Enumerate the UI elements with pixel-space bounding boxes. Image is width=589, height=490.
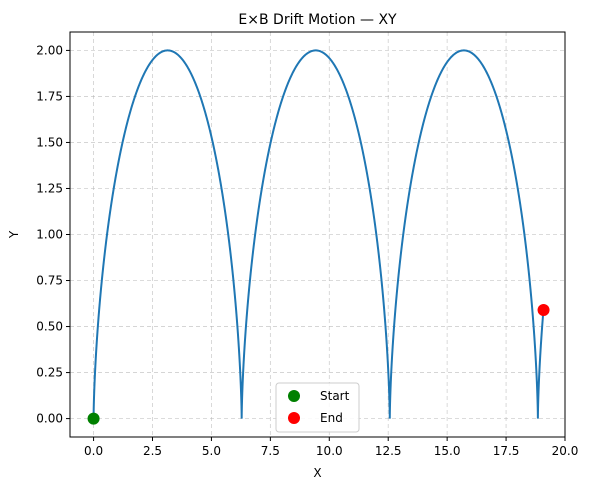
marker-layer: [87, 303, 550, 425]
x-axis-label: X: [313, 466, 321, 480]
legend: Start End: [275, 382, 360, 433]
legend-end-label: End: [320, 411, 343, 425]
y-tick-label: 0.25: [36, 366, 63, 380]
y-tick-label: 2.00: [36, 43, 63, 57]
x-tick-label: 2.5: [143, 444, 162, 458]
y-tick-label: 1.25: [36, 181, 63, 195]
x-tick-label: 0.0: [84, 444, 103, 458]
y-tick-label: 0.50: [36, 320, 63, 334]
x-tick-label: 20.0: [552, 444, 579, 458]
legend-end-marker: [288, 412, 300, 424]
start-marker: [87, 412, 100, 425]
y-tick-label: 1.00: [36, 228, 63, 242]
y-tick-label: 0.75: [36, 274, 63, 288]
legend-start-label: Start: [320, 389, 350, 403]
x-tick-label: 15.0: [434, 444, 461, 458]
y-tick-label: 1.75: [36, 89, 63, 103]
y-tick-label: 0.00: [36, 412, 63, 426]
x-tick-label: 7.5: [261, 444, 280, 458]
chart-title: E×B Drift Motion — XY: [238, 12, 397, 28]
x-tick-label: 5.0: [202, 444, 221, 458]
end-marker: [537, 303, 550, 316]
legend-start-marker: [288, 390, 300, 402]
x-tick-label: 12.5: [375, 444, 402, 458]
x-tick-label: 10.0: [316, 444, 343, 458]
y-axis-label: Y: [7, 230, 21, 239]
series-layer: [92, 49, 545, 419]
x-axis-ticks: 0.0 2.5 5.0 7.5 10.0 12.5 15.0 17.5 20.0: [84, 437, 578, 458]
y-axis-ticks: 0.00 0.25 0.50 0.75 1.00 1.25 1.50 1.75 2.00: [36, 43, 70, 426]
trajectory-line: [92, 49, 545, 419]
y-tick-label: 1.50: [36, 135, 63, 149]
x-tick-label: 17.5: [493, 444, 520, 458]
